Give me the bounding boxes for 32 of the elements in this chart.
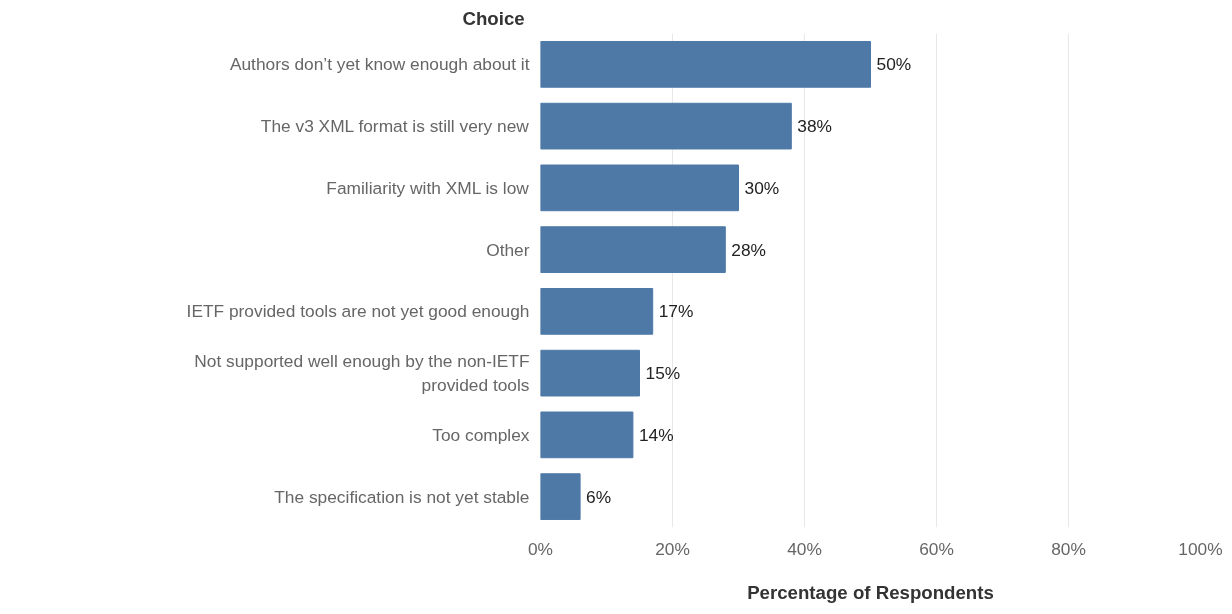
x-tick-label: 20% [655,538,690,559]
bar [540,473,581,520]
data-label: 38% [797,116,832,137]
y-axis-title: Choice [462,7,525,29]
bar [540,164,739,212]
x-axis-title: Percentage of Respondents [747,581,994,603]
data-label: 50% [876,54,912,75]
bar [540,288,654,335]
data-label: 14% [638,424,674,445]
y-tick-label: Other [486,239,530,260]
data-label: 17% [658,301,694,322]
bar [540,226,726,273]
y-tick-label: Not supported well enough by the non-IETF provided tools [194,351,530,396]
x-tick-label: 40% [787,538,822,559]
bar [540,41,871,88]
y-tick-label: Familiarity with XML is low [326,177,530,198]
y-tick-label: IETF provided tools are not yet good enough [186,301,530,322]
x-tick-label: 80% [1051,538,1086,559]
y-tick-label: Too complex [432,424,530,445]
data-label: 28% [731,239,766,260]
y-tick-label: The v3 XML format is still very new [260,116,530,137]
bar [540,102,792,150]
x-tick-label: 100% [1178,538,1223,559]
data-label: 30% [744,177,780,198]
data-label: 6% [586,486,612,507]
bar [540,349,640,397]
data-label: 15% [645,363,681,384]
y-tick-label: Authors don’t yet know enough about it [229,54,530,75]
bar [540,411,634,459]
x-tick-label: 60% [919,538,954,559]
y-tick-label: The specification is not yet stable [274,486,530,507]
x-tick-label: 0% [527,538,554,559]
